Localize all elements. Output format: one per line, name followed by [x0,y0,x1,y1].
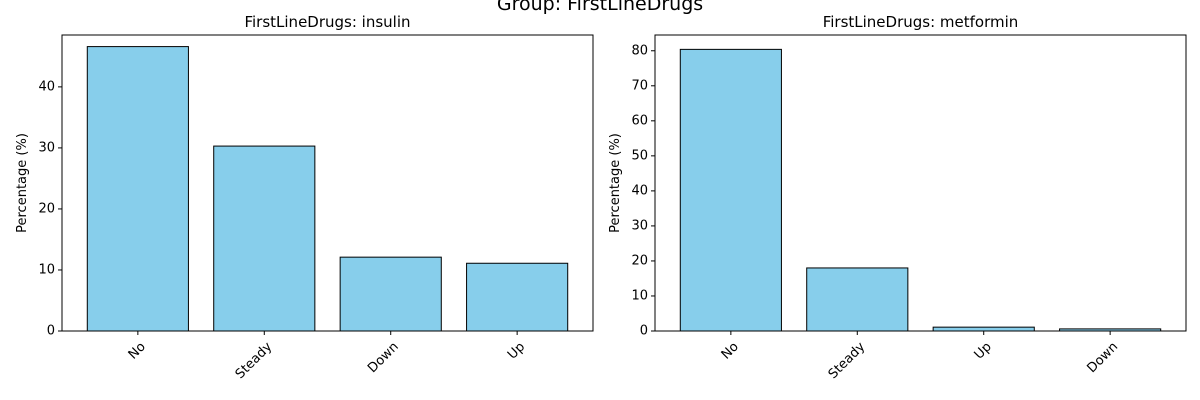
subplot-insulin: FirstLineDrugs: insulin Percentage (%) 0… [15,13,594,382]
x-tick-label: Up [505,339,528,362]
bar-steady [806,267,909,332]
y-tick-label: 40 [38,79,55,94]
bar-down [339,256,442,332]
plot-frame [654,34,1187,332]
y-axis-label: Percentage (%) [608,133,623,233]
y-tick-label: 40 [631,183,648,198]
x-tick-label: Steady [826,339,869,382]
bar-group [86,46,569,332]
y-tick-label: 30 [38,140,55,155]
x-tick-label: No [126,339,149,362]
y-tick-label: 0 [47,324,55,339]
subplot-metformin: FirstLineDrugs: metformin Percentage (%)… [608,13,1187,382]
y-tick-label: 30 [631,218,648,233]
bar-up [466,262,569,332]
y-tick-label: 60 [631,113,648,128]
x-tick-label: Steady [233,339,276,382]
y-axis-label: Percentage (%) [15,133,30,233]
y-tick-label: 0 [640,324,648,339]
y-tick-label: 50 [631,148,648,163]
bar-up [932,326,1035,332]
plot-frame [61,34,594,332]
y-tick-label: 80 [631,43,648,58]
figure-title: Group: FirstLineDrugs [497,0,703,15]
x-tick-label: Up [972,339,995,362]
y-tick-label: 10 [631,288,648,303]
x-axis-ticks: No Steady Up Down [719,331,1121,382]
y-axis-ticks: 0 10 20 30 40 50 60 70 80 [631,43,655,339]
bar-group [679,48,1162,332]
x-axis-ticks: No Steady Down Up [126,331,528,382]
y-tick-label: 10 [38,262,55,277]
subplot-title: FirstLineDrugs: metformin [823,13,1019,31]
y-tick-label: 20 [631,253,648,268]
bar-steady [213,145,316,332]
x-tick-label: Down [365,339,402,376]
subplot-title: FirstLineDrugs: insulin [244,13,410,31]
y-tick-label: 20 [38,201,55,216]
bar-no [679,48,782,332]
x-tick-label: Down [1085,339,1122,376]
y-axis-ticks: 0 10 20 30 40 [38,79,62,339]
bar-no [86,46,189,332]
x-tick-label: No [719,339,742,362]
y-tick-label: 70 [631,78,648,93]
